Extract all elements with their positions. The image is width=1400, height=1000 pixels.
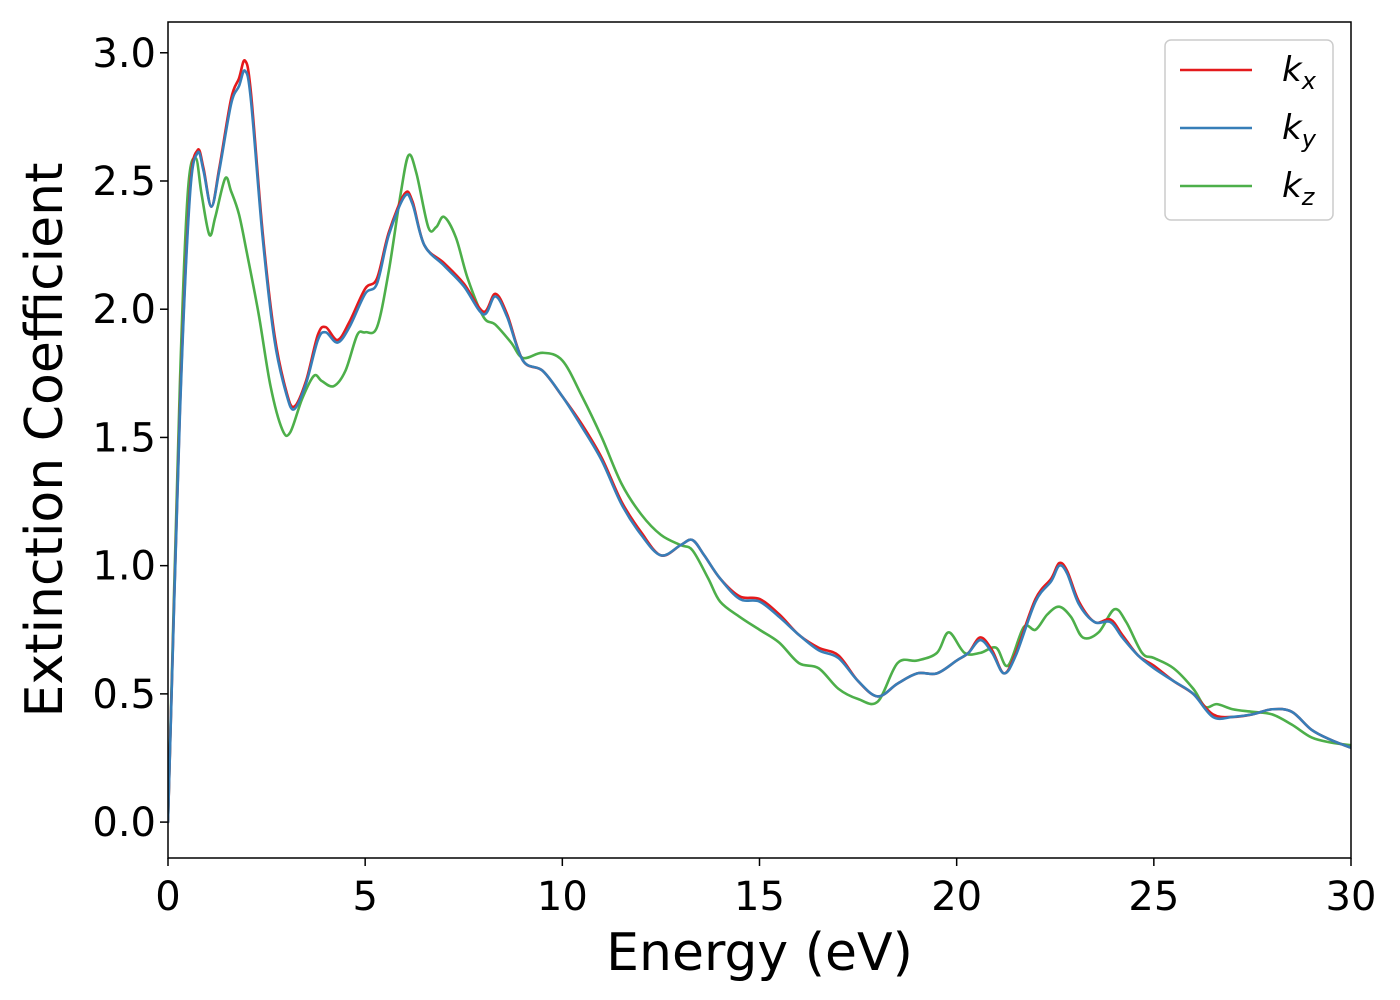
series-line-kz [168,153,1351,824]
y-tick-label: 1.0 [92,544,156,590]
legend-label-kz: kz [1282,166,1316,211]
y-tick-label: 3.0 [92,31,156,77]
x-tick-label: 20 [931,874,982,920]
legend-label-kx: kx [1282,50,1317,95]
y-tick-label: 1.5 [92,415,156,461]
x-tick-label: 10 [537,874,588,920]
legend-entries: kx ky kz [1180,50,1317,211]
series-lines [168,59,1351,824]
x-axis-ticks: 0 5 10 15 20 25 30 [155,858,1376,920]
y-tick-label: 2.0 [92,287,156,333]
legend: kx ky kz [1164,39,1334,221]
y-axis-title: Extinction Coefficient [15,163,75,718]
series-line-ky [168,69,1351,824]
legend-label-ky: ky [1282,108,1317,153]
legend-box [1164,39,1334,221]
x-axis-title: Energy (eV) [606,923,913,983]
y-axis-ticks: 0.0 0.5 1.0 1.5 2.0 2.5 3.0 [92,31,168,846]
x-tick-label: 0 [155,874,180,920]
y-tick-label: 0.0 [92,800,156,846]
y-tick-label: 0.5 [92,672,156,718]
x-tick-label: 30 [1326,874,1377,920]
x-tick-label: 25 [1128,874,1179,920]
y-tick-label: 2.5 [92,159,156,205]
x-tick-label: 5 [352,874,377,920]
x-tick-label: 15 [734,874,785,920]
